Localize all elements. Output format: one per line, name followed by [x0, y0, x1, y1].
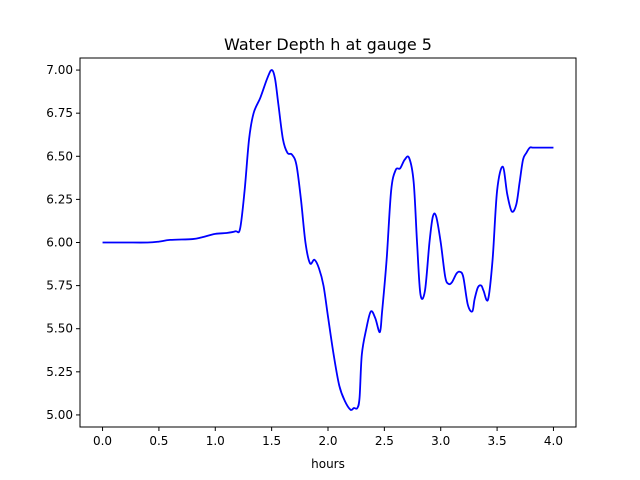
y-tick-label: 6.50 [46, 149, 73, 163]
x-tick-label: 2.0 [318, 434, 337, 448]
series-line [102, 69, 554, 411]
x-tick-label: 1.0 [206, 434, 225, 448]
x-tick-label: 0.5 [149, 434, 168, 448]
y-tick-label: 5.00 [46, 408, 73, 422]
x-tick-label: 3.0 [431, 434, 450, 448]
y-tick-label: 6.00 [46, 236, 73, 250]
x-tick-label: 2.5 [375, 434, 394, 448]
y-tick-label: 6.25 [46, 192, 73, 206]
x-tick-label: 3.5 [488, 434, 507, 448]
x-axis-label: hours [311, 457, 345, 471]
y-tick-label: 5.75 [46, 279, 73, 293]
x-tick-label: 1.5 [262, 434, 281, 448]
plot-area [102, 69, 554, 411]
y-tick-label: 5.25 [46, 365, 73, 379]
x-tick-label: 4.0 [544, 434, 563, 448]
chart-title: Water Depth h at gauge 5 [224, 35, 432, 54]
y-tick-label: 7.00 [46, 63, 73, 77]
y-tick-label: 5.50 [46, 322, 73, 336]
x-tick-label: 0.0 [93, 434, 112, 448]
y-tick-label: 6.75 [46, 106, 73, 120]
